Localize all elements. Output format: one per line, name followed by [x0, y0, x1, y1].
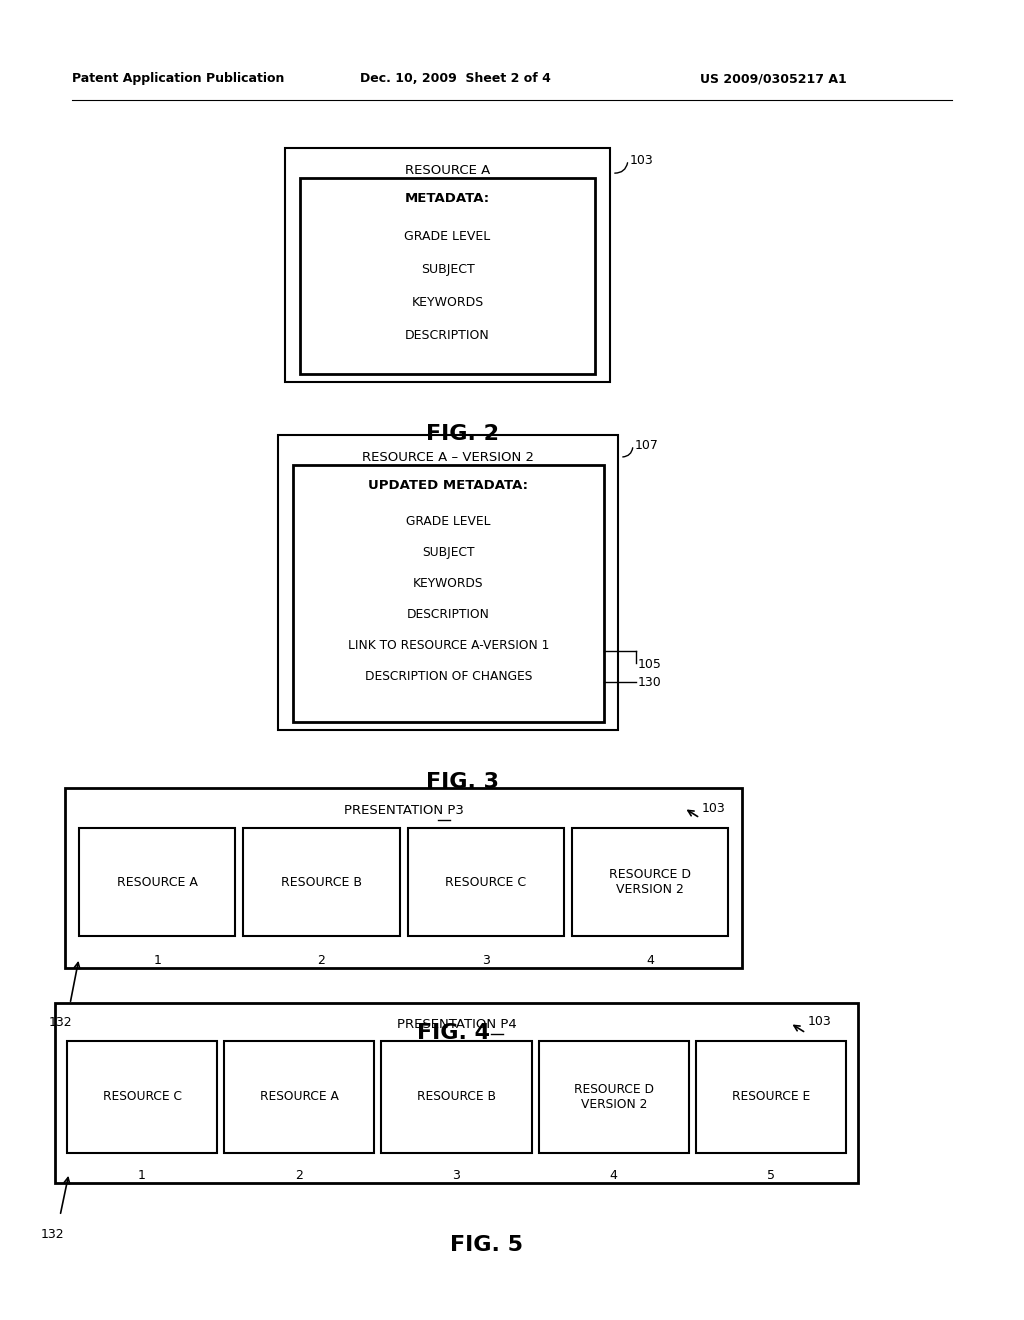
Text: PRESENTATION P3: PRESENTATION P3: [344, 804, 464, 817]
Text: DESCRIPTION: DESCRIPTION: [408, 609, 489, 620]
Text: Dec. 10, 2009  Sheet 2 of 4: Dec. 10, 2009 Sheet 2 of 4: [360, 73, 551, 84]
Bar: [244, 828, 399, 936]
Text: FIG. 5: FIG. 5: [450, 1236, 523, 1255]
Text: DESCRIPTION OF CHANGES: DESCRIPTION OF CHANGES: [365, 671, 532, 682]
Text: DESCRIPTION: DESCRIPTION: [406, 329, 489, 342]
Bar: [300, 178, 595, 374]
Bar: [67, 1041, 217, 1152]
Bar: [224, 1041, 375, 1152]
Text: RESOURCE E: RESOURCE E: [732, 1090, 810, 1104]
Text: 2: 2: [317, 954, 326, 968]
Text: 1: 1: [154, 954, 161, 968]
Text: RESOURCE A – VERSION 2: RESOURCE A – VERSION 2: [362, 451, 534, 465]
Text: 3: 3: [453, 1170, 461, 1181]
Text: 2: 2: [295, 1170, 303, 1181]
Text: RESOURCE A: RESOURCE A: [404, 164, 490, 177]
Text: LINK TO RESOURCE A-VERSION 1: LINK TO RESOURCE A-VERSION 1: [348, 639, 549, 652]
Text: 130: 130: [638, 676, 662, 689]
Text: KEYWORDS: KEYWORDS: [412, 296, 483, 309]
Bar: [65, 788, 742, 968]
Text: GRADE LEVEL: GRADE LEVEL: [404, 230, 490, 243]
Bar: [571, 828, 728, 936]
Text: 1: 1: [138, 1170, 146, 1181]
Text: FIG. 3: FIG. 3: [427, 772, 500, 792]
Text: SUBJECT: SUBJECT: [421, 263, 474, 276]
Text: RESOURCE A: RESOURCE A: [260, 1090, 339, 1104]
Text: RESOURCE D
VERSION 2: RESOURCE D VERSION 2: [573, 1082, 653, 1111]
Text: 107: 107: [635, 440, 658, 451]
Text: 4: 4: [646, 954, 653, 968]
Bar: [408, 828, 564, 936]
Bar: [278, 436, 618, 730]
Text: 5: 5: [767, 1170, 775, 1181]
Text: GRADE LEVEL: GRADE LEVEL: [407, 515, 490, 528]
Text: KEYWORDS: KEYWORDS: [414, 577, 483, 590]
Bar: [695, 1041, 846, 1152]
Text: 103: 103: [702, 803, 726, 814]
Text: FIG. 4: FIG. 4: [417, 1023, 490, 1043]
Text: RESOURCE B: RESOURCE B: [417, 1090, 496, 1104]
Text: 103: 103: [808, 1015, 831, 1028]
Text: SUBJECT: SUBJECT: [422, 546, 475, 558]
Text: 105: 105: [638, 659, 662, 672]
Bar: [79, 828, 236, 936]
Text: Patent Application Publication: Patent Application Publication: [72, 73, 285, 84]
Text: RESOURCE C: RESOURCE C: [445, 875, 526, 888]
Text: 132: 132: [49, 1016, 73, 1030]
Bar: [539, 1041, 689, 1152]
Text: US 2009/0305217 A1: US 2009/0305217 A1: [700, 73, 847, 84]
Bar: [55, 1003, 858, 1183]
Text: RESOURCE B: RESOURCE B: [281, 875, 361, 888]
Text: PRESENTATION P4: PRESENTATION P4: [396, 1018, 516, 1031]
Text: 4: 4: [609, 1170, 617, 1181]
Text: 132: 132: [41, 1228, 65, 1241]
Text: RESOURCE A: RESOURCE A: [117, 875, 198, 888]
Bar: [381, 1041, 531, 1152]
Text: 103: 103: [630, 154, 653, 168]
Text: 3: 3: [481, 954, 489, 968]
Text: METADATA:: METADATA:: [404, 191, 490, 205]
Bar: [293, 465, 604, 722]
Text: RESOURCE D
VERSION 2: RESOURCE D VERSION 2: [609, 869, 691, 896]
Text: FIG. 2: FIG. 2: [426, 424, 499, 444]
Bar: [285, 148, 610, 381]
Text: RESOURCE C: RESOURCE C: [102, 1090, 181, 1104]
Text: UPDATED METADATA:: UPDATED METADATA:: [369, 479, 528, 492]
